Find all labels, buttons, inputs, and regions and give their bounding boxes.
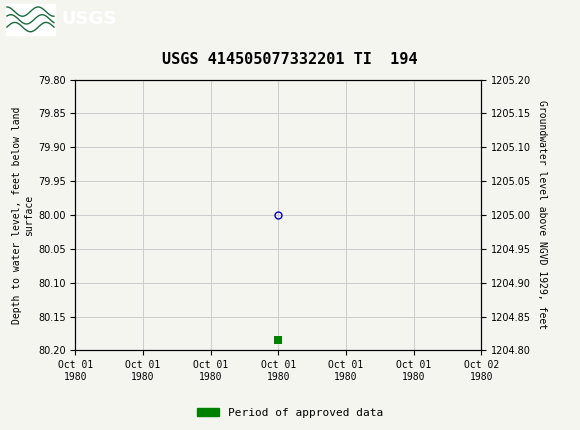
FancyBboxPatch shape xyxy=(6,4,55,35)
Bar xyxy=(274,336,282,344)
Text: USGS: USGS xyxy=(61,10,116,28)
Y-axis label: Depth to water level, feet below land
surface: Depth to water level, feet below land su… xyxy=(12,106,34,324)
Legend: Period of approved data: Period of approved data xyxy=(193,403,387,422)
Y-axis label: Groundwater level above NGVD 1929, feet: Groundwater level above NGVD 1929, feet xyxy=(537,101,547,329)
Text: USGS 414505077332201 TI  194: USGS 414505077332201 TI 194 xyxy=(162,52,418,67)
